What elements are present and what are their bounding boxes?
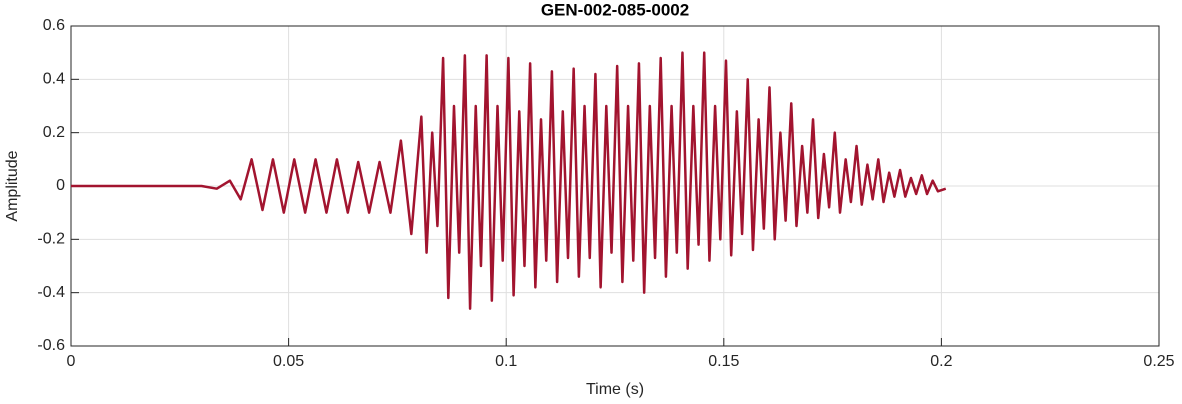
- y-axis-label: Amplitude: [4, 150, 21, 221]
- y-tick-label: -0.2: [37, 231, 65, 248]
- y-tick-label: 0.6: [43, 17, 65, 34]
- x-tick-label: 0.25: [1143, 353, 1174, 370]
- x-tick-label: 0.2: [930, 353, 952, 370]
- x-tick-label: 0.1: [495, 353, 517, 370]
- x-tick-label: 0.05: [273, 353, 304, 370]
- x-axis-label: Time (s): [586, 381, 644, 398]
- y-tick-label: -0.6: [37, 337, 65, 354]
- chart-title: GEN-002-085-0002: [541, 0, 689, 19]
- x-tick-label: 0: [67, 353, 76, 370]
- x-tick-label: 0.15: [708, 353, 739, 370]
- y-tick-label: 0.2: [43, 124, 65, 141]
- y-tick-label: 0: [56, 177, 65, 194]
- y-tick-label: -0.4: [37, 284, 65, 301]
- y-tick-label: 0.4: [43, 71, 65, 88]
- waveform-line: [71, 51, 947, 310]
